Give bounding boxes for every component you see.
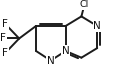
Text: N: N	[93, 21, 100, 31]
Text: N: N	[61, 46, 69, 56]
Text: F: F	[0, 33, 6, 44]
Text: N: N	[46, 56, 54, 66]
Text: F: F	[2, 19, 8, 29]
Text: Cl: Cl	[79, 0, 88, 9]
Text: F: F	[2, 48, 8, 58]
